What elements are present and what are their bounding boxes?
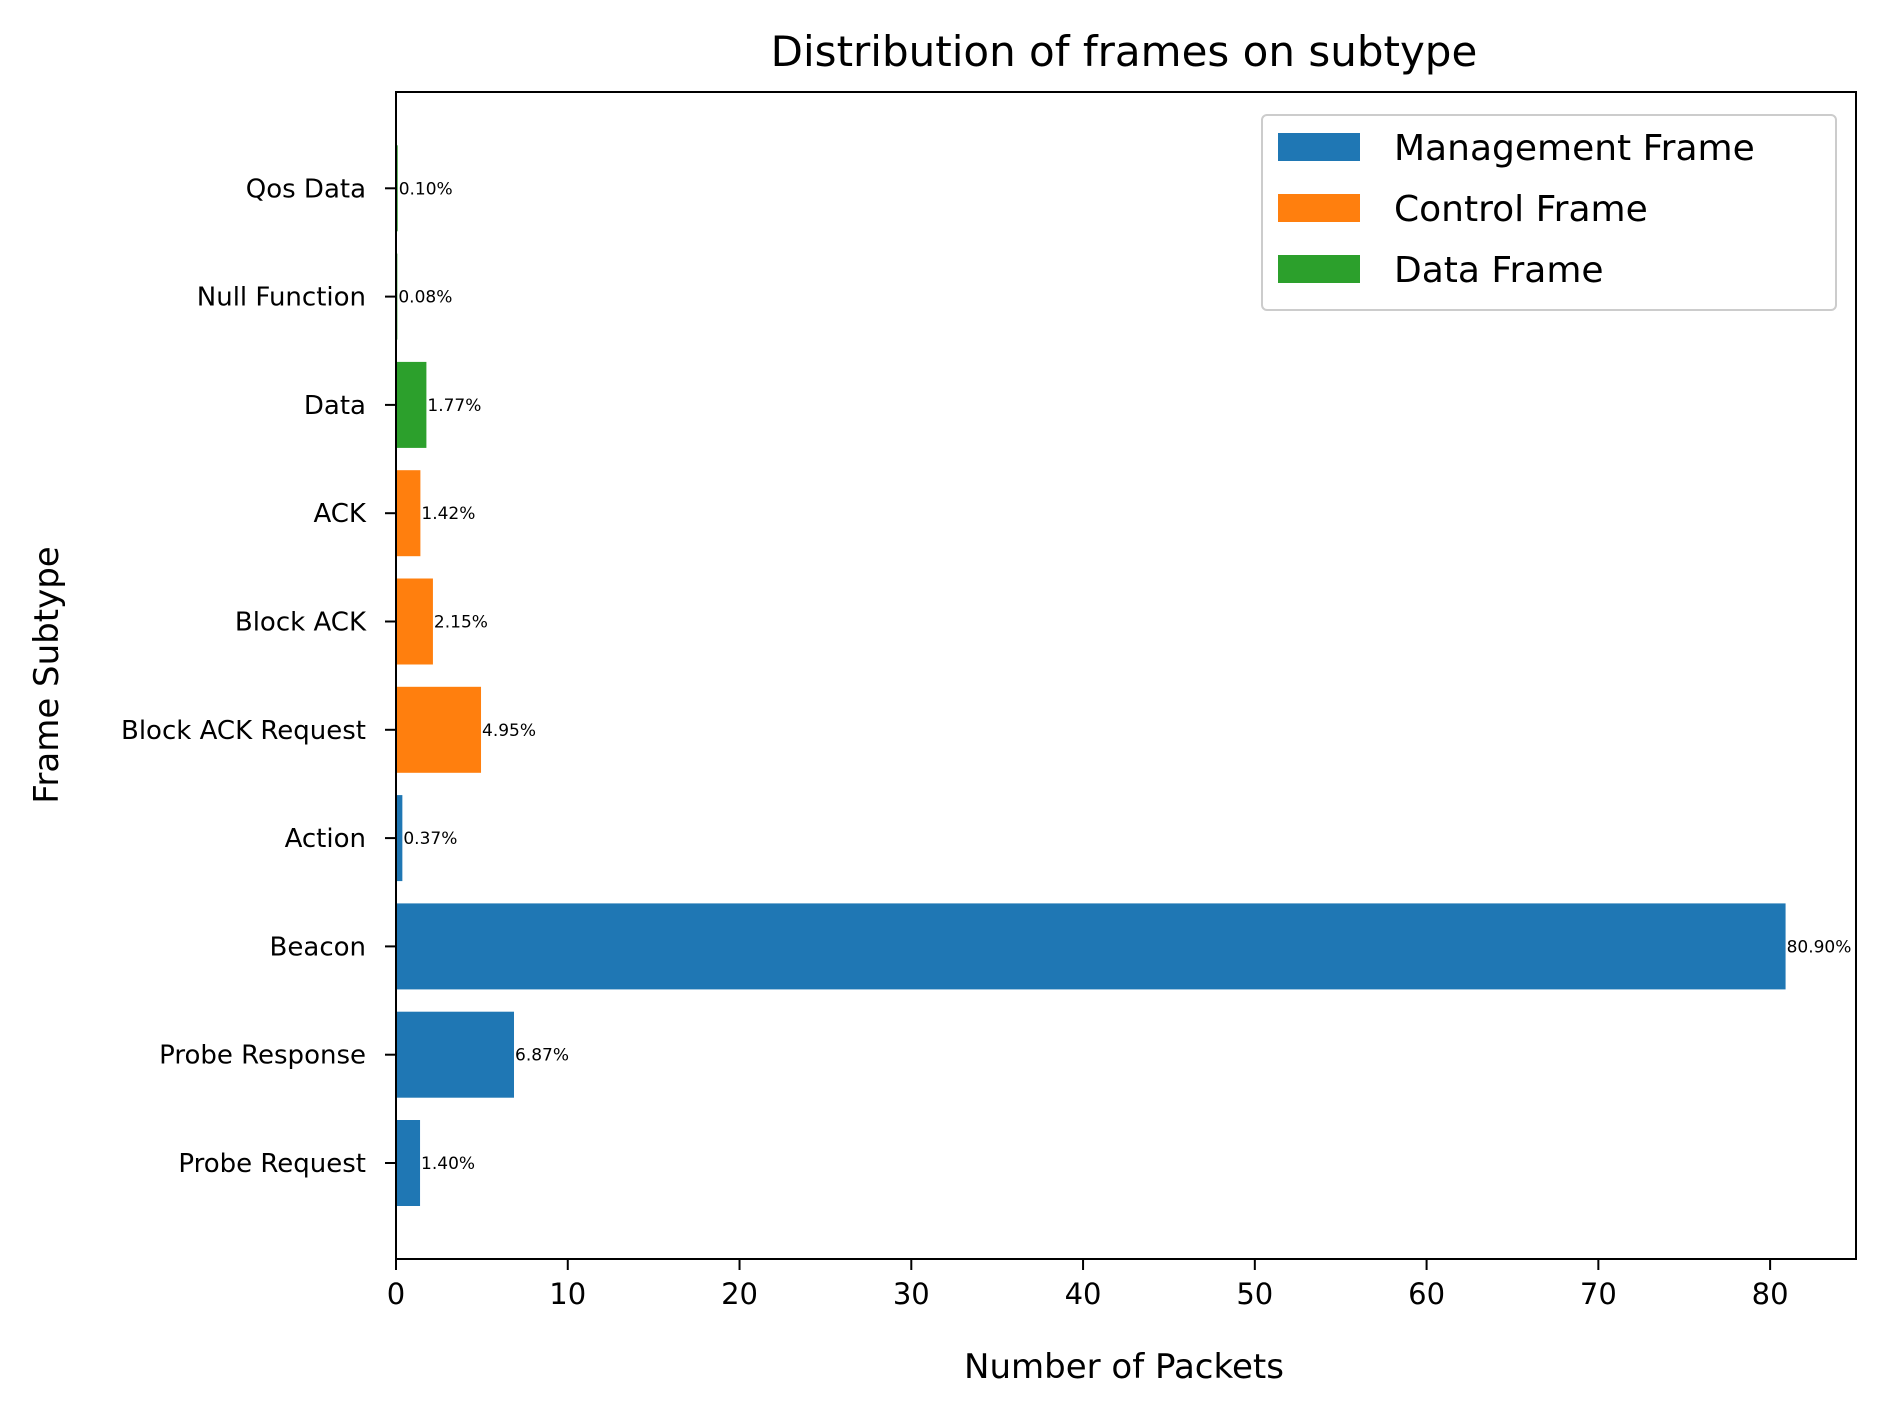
y-tick-label: Probe Request [178,1149,366,1179]
legend-frame [1261,114,1837,311]
bar-value-label: 6.87% [515,1046,569,1066]
bar-action [396,795,403,882]
x-tick-label: 30 [893,1277,930,1311]
bar-value-label: 80.90% [1787,937,1852,957]
y-tick-label: Action [285,824,366,854]
bar-value-label: 1.77% [427,396,481,416]
x-tick-label: 10 [549,1277,586,1311]
x-tick-label: 70 [1580,1277,1617,1311]
bar-value-label: 0.37% [403,829,457,849]
legend-label: Management Frame [1394,128,1755,169]
y-tick-label: Beacon [270,932,366,962]
bar-value-label: 0.08% [398,288,452,308]
bar-probe-request [396,1120,421,1206]
y-tick-label: Block ACK Request [121,716,366,746]
x-axis-title: Number of Packets [964,1347,1284,1387]
x-tick-label: 50 [1236,1277,1273,1311]
bar-block-ack-request [396,686,482,773]
bar-value-label: 0.10% [399,179,453,199]
bar-value-label: 1.40% [421,1154,475,1174]
bar-ack [396,470,421,557]
y-axis-title: Frame Subtype [27,546,67,803]
bar-labels-group: 1.40% 6.87% 80.90% 0.37% 4.95% 2.15% 1.42% 1.77… [398,179,1851,1174]
bar-value-label: 2.15% [434,613,488,633]
legend-label: Data Frame [1394,250,1604,291]
y-axis-ticks: Probe Request Probe Response Beacon Action B… [121,174,396,1179]
y-tick-label: Block ACK [235,608,367,638]
y-tick-label: Null Function [197,283,366,313]
x-tick-label: 60 [1408,1277,1445,1311]
y-tick-label: Probe Response [159,1041,366,1071]
bar-value-label: 4.95% [482,721,536,741]
y-tick-label: Data [304,391,366,421]
x-tick-label: 40 [1065,1277,1102,1311]
legend: Management Frame Control Frame Data Frame [1261,114,1837,311]
bars-group [396,145,1786,1206]
legend-swatch [1278,194,1360,222]
legend-swatch [1278,255,1360,283]
x-axis-ticks: 0 10 20 30 40 50 60 70 80 [387,1259,1789,1311]
chart-title: Distribution of frames on subtype [771,27,1478,76]
plot-frame [395,91,1857,1260]
legend-swatch [1278,133,1360,161]
bar-data [396,361,427,448]
x-tick-label: 80 [1752,1277,1789,1311]
x-tick-label: 20 [721,1277,758,1311]
bar-probe-response [396,1011,515,1098]
bar-block-ack [396,578,433,665]
legend-label: Control Frame [1394,189,1648,230]
x-tick-label: 0 [387,1277,405,1311]
y-tick-label: Qos Data [246,174,366,204]
y-tick-label: ACK [313,499,366,529]
bar-value-label: 1.42% [421,504,475,524]
bar-beacon [396,903,1786,990]
